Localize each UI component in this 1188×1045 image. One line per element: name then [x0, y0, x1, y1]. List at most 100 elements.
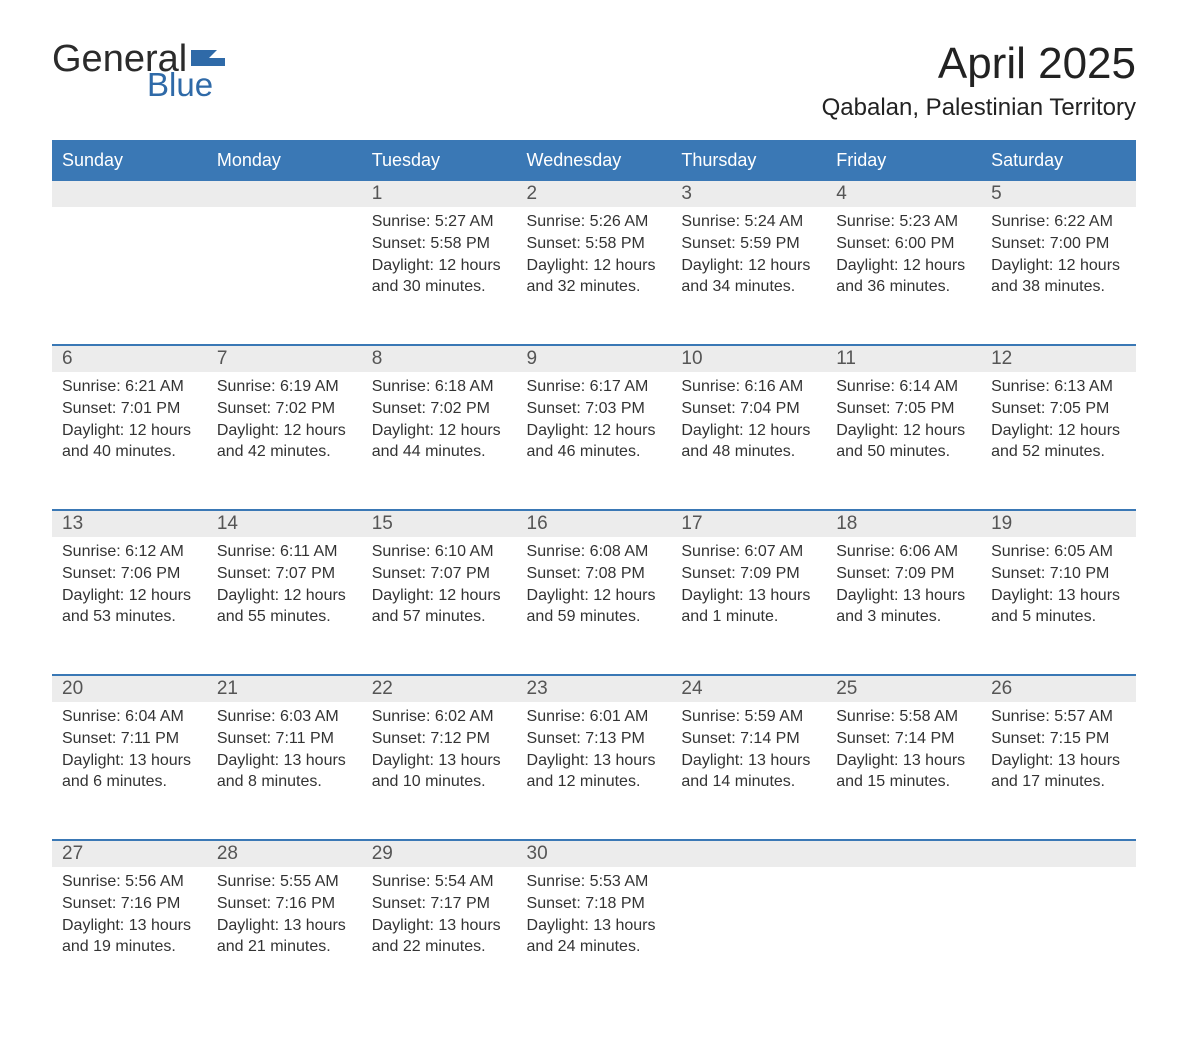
sunset-line: Sunset: 7:05 PM — [836, 398, 971, 420]
day-cell: Sunrise: 5:54 AMSunset: 7:17 PMDaylight:… — [362, 867, 517, 1005]
daylight-line-2: and 52 minutes. — [991, 441, 1126, 463]
sunset-line: Sunset: 7:16 PM — [62, 893, 197, 915]
daynum-cell: 5 — [981, 180, 1136, 207]
sunset-line: Sunset: 7:09 PM — [681, 563, 816, 585]
sunrise-line: Sunrise: 5:26 AM — [527, 211, 662, 233]
day-cell: Sunrise: 6:21 AMSunset: 7:01 PMDaylight:… — [52, 372, 207, 510]
day-number: 23 — [517, 676, 672, 702]
day-number: 20 — [52, 676, 207, 702]
day-cell — [52, 207, 207, 345]
header: General Blue April 2025 Qabalan, Palesti… — [52, 40, 1136, 122]
day-body: Sunrise: 6:08 AMSunset: 7:08 PMDaylight:… — [517, 537, 672, 641]
sunset-line: Sunset: 7:12 PM — [372, 728, 507, 750]
sunset-line: Sunset: 7:14 PM — [681, 728, 816, 750]
sunset-line: Sunset: 7:08 PM — [527, 563, 662, 585]
daylight-line-1: Daylight: 12 hours — [681, 255, 816, 277]
daylight-line-1: Daylight: 12 hours — [217, 420, 352, 442]
day-body: Sunrise: 6:18 AMSunset: 7:02 PMDaylight:… — [362, 372, 517, 476]
daylight-line-2: and 8 minutes. — [217, 771, 352, 793]
day-number: 5 — [981, 181, 1136, 207]
page: General Blue April 2025 Qabalan, Palesti… — [0, 0, 1188, 1045]
day-body: Sunrise: 6:13 AMSunset: 7:05 PMDaylight:… — [981, 372, 1136, 476]
day-number: 22 — [362, 676, 517, 702]
weekday-header: Thursday — [671, 141, 826, 180]
sunrise-line: Sunrise: 6:12 AM — [62, 541, 197, 563]
daynum-cell: 1 — [362, 180, 517, 207]
day-body: Sunrise: 6:17 AMSunset: 7:03 PMDaylight:… — [517, 372, 672, 476]
day-number: 12 — [981, 346, 1136, 372]
day-body: Sunrise: 6:12 AMSunset: 7:06 PMDaylight:… — [52, 537, 207, 641]
day-number: 21 — [207, 676, 362, 702]
sunset-line: Sunset: 7:04 PM — [681, 398, 816, 420]
sunrise-line: Sunrise: 5:55 AM — [217, 871, 352, 893]
sunset-line: Sunset: 7:05 PM — [991, 398, 1126, 420]
daynum-cell: 29 — [362, 840, 517, 867]
daylight-line-1: Daylight: 12 hours — [681, 420, 816, 442]
daylight-line-1: Daylight: 12 hours — [62, 420, 197, 442]
day-cell: Sunrise: 6:01 AMSunset: 7:13 PMDaylight:… — [517, 702, 672, 840]
sunset-line: Sunset: 7:18 PM — [527, 893, 662, 915]
day-cell: Sunrise: 6:14 AMSunset: 7:05 PMDaylight:… — [826, 372, 981, 510]
day-cell: Sunrise: 5:57 AMSunset: 7:15 PMDaylight:… — [981, 702, 1136, 840]
daylight-line-2: and 55 minutes. — [217, 606, 352, 628]
sunset-line: Sunset: 7:13 PM — [527, 728, 662, 750]
sunset-line: Sunset: 7:11 PM — [62, 728, 197, 750]
day-number: 30 — [517, 841, 672, 867]
daynum-cell: 19 — [981, 510, 1136, 537]
daynum-cell: 13 — [52, 510, 207, 537]
day-cell: Sunrise: 6:12 AMSunset: 7:06 PMDaylight:… — [52, 537, 207, 675]
daynum-cell: 30 — [517, 840, 672, 867]
daylight-line-1: Daylight: 13 hours — [991, 585, 1126, 607]
daylight-line-1: Daylight: 12 hours — [372, 255, 507, 277]
day-body: Sunrise: 6:22 AMSunset: 7:00 PMDaylight:… — [981, 207, 1136, 311]
day-cell: Sunrise: 5:26 AMSunset: 5:58 PMDaylight:… — [517, 207, 672, 345]
daylight-line-1: Daylight: 13 hours — [217, 750, 352, 772]
daynum-cell: 3 — [671, 180, 826, 207]
day-cell: Sunrise: 6:16 AMSunset: 7:04 PMDaylight:… — [671, 372, 826, 510]
sunrise-line: Sunrise: 6:07 AM — [681, 541, 816, 563]
daynum-cell: 20 — [52, 675, 207, 702]
day-body: Sunrise: 5:53 AMSunset: 7:18 PMDaylight:… — [517, 867, 672, 971]
sunrise-line: Sunrise: 6:11 AM — [217, 541, 352, 563]
sunset-line: Sunset: 7:16 PM — [217, 893, 352, 915]
daylight-line-2: and 48 minutes. — [681, 441, 816, 463]
day-body: Sunrise: 6:14 AMSunset: 7:05 PMDaylight:… — [826, 372, 981, 476]
daylight-line-1: Daylight: 12 hours — [527, 420, 662, 442]
day-number: 27 — [52, 841, 207, 867]
day-number: 14 — [207, 511, 362, 537]
daylight-line-2: and 10 minutes. — [372, 771, 507, 793]
sunrise-line: Sunrise: 5:57 AM — [991, 706, 1126, 728]
daylight-line-1: Daylight: 13 hours — [681, 750, 816, 772]
daylight-line-1: Daylight: 13 hours — [681, 585, 816, 607]
day-body: Sunrise: 5:54 AMSunset: 7:17 PMDaylight:… — [362, 867, 517, 971]
daylight-line-1: Daylight: 13 hours — [527, 750, 662, 772]
weekday-header: Tuesday — [362, 141, 517, 180]
week-row: Sunrise: 5:27 AMSunset: 5:58 PMDaylight:… — [52, 207, 1136, 345]
daylight-line-2: and 36 minutes. — [836, 276, 971, 298]
daynum-cell — [981, 840, 1136, 867]
location-label: Qabalan, Palestinian Territory — [822, 94, 1136, 122]
day-cell: Sunrise: 6:13 AMSunset: 7:05 PMDaylight:… — [981, 372, 1136, 510]
sunset-line: Sunset: 7:01 PM — [62, 398, 197, 420]
daynum-cell: 6 — [52, 345, 207, 372]
daylight-line-1: Daylight: 12 hours — [62, 585, 197, 607]
daynum-cell — [52, 180, 207, 207]
day-cell: Sunrise: 5:23 AMSunset: 6:00 PMDaylight:… — [826, 207, 981, 345]
day-cell: Sunrise: 6:19 AMSunset: 7:02 PMDaylight:… — [207, 372, 362, 510]
day-cell: Sunrise: 6:05 AMSunset: 7:10 PMDaylight:… — [981, 537, 1136, 675]
calendar-body: 12345Sunrise: 5:27 AMSunset: 5:58 PMDayl… — [52, 180, 1136, 1005]
day-number: 16 — [517, 511, 672, 537]
sunrise-line: Sunrise: 6:02 AM — [372, 706, 507, 728]
day-number: 6 — [52, 346, 207, 372]
daylight-line-2: and 50 minutes. — [836, 441, 971, 463]
sunrise-line: Sunrise: 5:59 AM — [681, 706, 816, 728]
day-body: Sunrise: 5:57 AMSunset: 7:15 PMDaylight:… — [981, 702, 1136, 806]
day-number: 13 — [52, 511, 207, 537]
daylight-line-2: and 21 minutes. — [217, 936, 352, 958]
daylight-line-2: and 40 minutes. — [62, 441, 197, 463]
sunset-line: Sunset: 7:00 PM — [991, 233, 1126, 255]
day-cell: Sunrise: 6:06 AMSunset: 7:09 PMDaylight:… — [826, 537, 981, 675]
daylight-line-2: and 17 minutes. — [991, 771, 1126, 793]
day-number: 11 — [826, 346, 981, 372]
day-number: 18 — [826, 511, 981, 537]
